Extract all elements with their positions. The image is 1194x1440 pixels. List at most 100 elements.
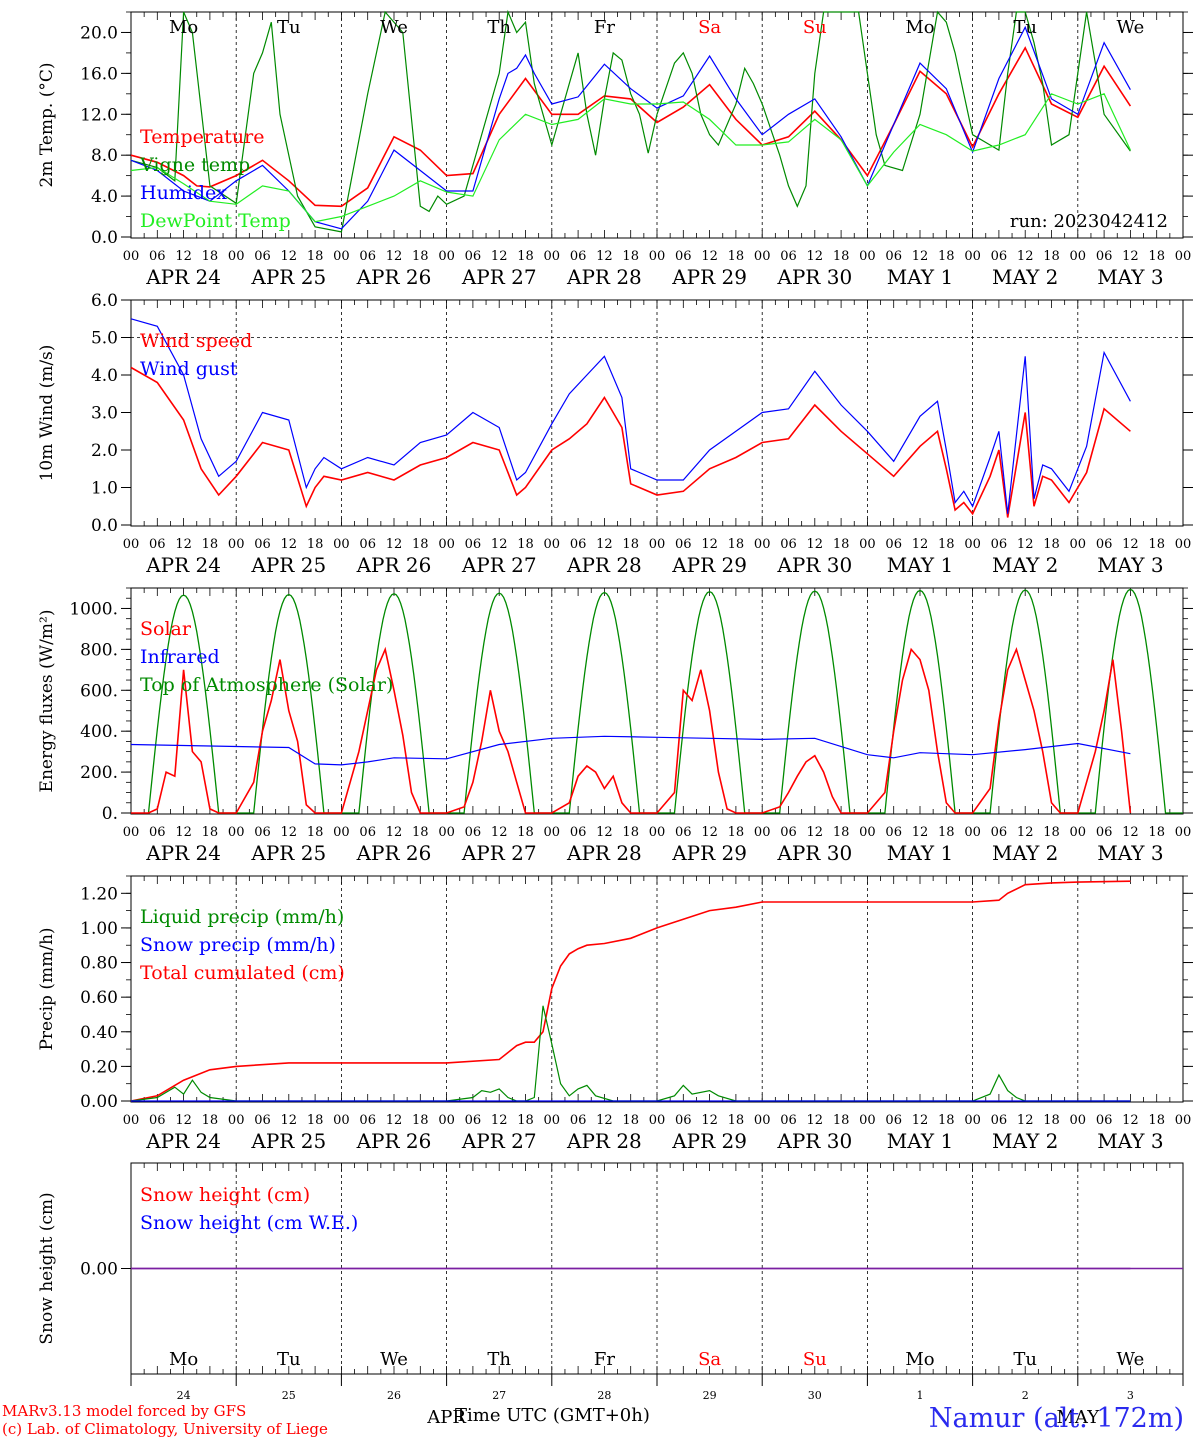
hour-label: 06 [254,1113,271,1128]
legend-entry: Snow height (cm) [140,1184,310,1206]
hour-label: 12 [912,249,929,264]
y-tick-label: 1000. [69,599,118,619]
y-tick-label: 1.20 [80,884,118,904]
hour-label: 06 [991,249,1008,264]
date-label: MAY 3 [1097,1129,1163,1153]
y-axis-label: Snow height (cm) [37,1192,57,1344]
run-label: run: 2023042412 [1010,211,1168,232]
date-label: APR 27 [461,553,537,577]
y-tick-label: 5.0 [91,329,118,349]
hour-label: 00 [754,537,771,552]
weekday-label-bottom: Mo [169,1349,198,1370]
y-tick-label: 0.0 [91,516,118,536]
day-number-label: 27 [492,1389,506,1402]
hour-label: 06 [991,825,1008,840]
footer-credit-2: (c) Lab. of Climatology, University of L… [2,1420,328,1438]
hour-label: 00 [544,1113,561,1128]
weekday-label-top: Tu [1013,17,1037,38]
legend-entry: Temperature [140,126,264,148]
hour-label: 00 [123,825,140,840]
date-label: APR 25 [250,1129,326,1153]
hour-label: 00 [438,249,455,264]
x-axis-title: Time UTC (GMT+0h) [455,1405,650,1426]
date-label: APR 28 [566,265,642,289]
y-axis-label: 2m Temp. (°C) [37,62,57,187]
hour-label: 18 [938,1113,955,1128]
hour-label: 18 [622,1113,639,1128]
hour-label: 00 [544,537,561,552]
hour-label: 18 [517,537,534,552]
hour-label: 18 [517,249,534,264]
hour-label: 12 [281,537,298,552]
hour-label: 00 [333,825,350,840]
hour-label: 18 [728,249,745,264]
hour-label: 18 [412,1113,429,1128]
series-line-1 [130,318,1131,514]
hour-label: 00 [544,825,561,840]
hour-label: 12 [491,537,508,552]
hour-label: 18 [202,537,219,552]
hour-label: 18 [307,825,324,840]
hour-label: 06 [780,825,797,840]
hour-label: 00 [228,537,245,552]
y-tick-label: 0.60 [80,988,118,1008]
hour-label: 00 [859,1113,876,1128]
hour-label: 18 [1148,825,1165,840]
y-tick-label: 8.0 [91,146,118,166]
hour-label: 06 [149,537,166,552]
location-label: Namur (alt. 172m) [928,1403,1184,1434]
hour-label: 12 [1122,1113,1139,1128]
y-tick-label: 0.80 [80,954,118,974]
hour-label: 12 [1122,825,1139,840]
weekday-label-bottom: Th [487,1349,511,1370]
hour-label: 18 [1148,1113,1165,1128]
hour-label: 06 [149,1113,166,1128]
y-tick-label: 12.0 [80,105,118,125]
hour-label: 06 [465,537,482,552]
hour-label: 06 [570,537,587,552]
date-label: APR 28 [566,1129,642,1153]
hour-label: 18 [728,537,745,552]
hour-label: 12 [491,825,508,840]
date-label: APR 24 [145,841,221,865]
hour-label: 00 [754,825,771,840]
y-tick-label: 3.0 [91,404,118,424]
hour-label: 12 [386,537,403,552]
hour-label: 12 [175,825,192,840]
hour-label: 12 [912,825,929,840]
hour-label: 18 [938,249,955,264]
y-tick-label: 1.0 [91,479,118,499]
hour-label: 12 [281,1113,298,1128]
hour-label: 00 [544,249,561,264]
hour-label: 12 [491,1113,508,1128]
hour-label: 12 [596,825,613,840]
hour-label: 06 [991,1113,1008,1128]
hour-label: 12 [281,825,298,840]
hour-label: 12 [807,825,824,840]
hour-label: 12 [386,1113,403,1128]
hour-label: 00 [333,1113,350,1128]
day-number-label: 3 [1127,1389,1134,1402]
hour-label: 18 [202,249,219,264]
weekday-label-top: Fr [594,17,615,38]
weekday-label-top: Tu [277,17,301,38]
hour-label: 00 [438,537,455,552]
hour-label: 06 [885,825,902,840]
weekday-label-bottom: Su [803,1349,827,1370]
date-label: APR 28 [566,553,642,577]
date-label: APR 24 [145,553,221,577]
hour-label: 06 [359,537,376,552]
legend-entry: Vigne temp [139,154,250,176]
hour-label: 06 [885,1113,902,1128]
hour-label: 00 [754,249,771,264]
weekday-label-top: Su [803,17,827,38]
y-tick-label: 4.0 [91,187,118,207]
hour-label: 12 [175,537,192,552]
hour-label: 00 [649,537,666,552]
date-label: APR 29 [671,553,747,577]
series-line-toa [147,588,1183,814]
hour-label: 18 [517,825,534,840]
weekday-label-top: Th [487,17,511,38]
y-tick-label: 1.00 [80,919,118,939]
